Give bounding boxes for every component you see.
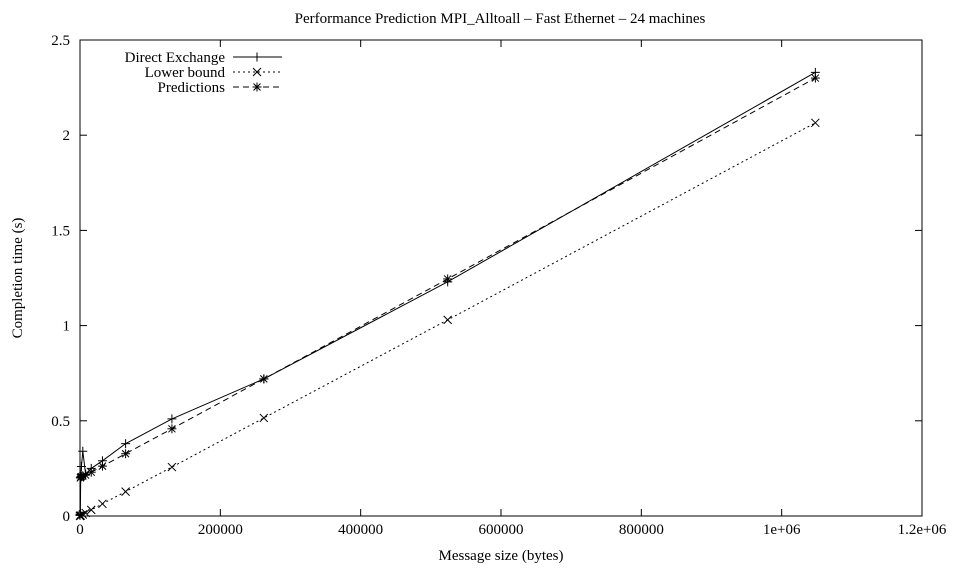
data-point-direct-exchange [121, 439, 131, 449]
data-point-predictions [97, 461, 107, 471]
legend-item-direct-exchange: Direct Exchange [125, 50, 282, 66]
y-axis: 0 0.5 1 1.5 2 2.5 [51, 33, 922, 525]
series-predictions [75, 73, 820, 520]
data-point-lower-bound [86, 505, 96, 515]
series-layer [75, 67, 820, 521]
data-point-predictions [810, 73, 820, 83]
chart-title: Performance Prediction MPI_Alltoall – Fa… [295, 11, 706, 27]
data-point-lower-bound [810, 118, 820, 128]
series-line-direct-exchange [79, 71, 816, 516]
legend-label: Lower bound [145, 65, 226, 81]
legend-marker [252, 67, 262, 77]
x-tick-label: 0 [76, 522, 84, 538]
data-point-predictions [259, 374, 269, 384]
data-point-lower-bound [98, 499, 107, 509]
data-point-predictions [86, 467, 96, 477]
series-lower-bound [75, 118, 820, 521]
series-direct-exchange [75, 67, 820, 520]
y-tick-label: 1.5 [51, 223, 70, 239]
data-point-predictions [121, 449, 131, 459]
legend-item-lower-bound: Lower bound [145, 65, 282, 81]
data-point-lower-bound [167, 462, 177, 472]
x-tick-label: 200000 [198, 522, 243, 538]
y-axis-title: Completion time (s) [10, 218, 26, 339]
x-tick-label: 800000 [619, 522, 664, 538]
legend-marker [252, 52, 262, 62]
plot-frame [79, 39, 923, 517]
legend-label: Predictions [158, 80, 226, 96]
legend-marker [252, 82, 262, 92]
y-tick-label: 1 [63, 319, 71, 335]
data-point-predictions [167, 424, 177, 434]
y-tick-label: 0 [63, 509, 71, 525]
x-axis: 0 200000 400000 600000 800000 1e+06 1.2e+06 [76, 40, 947, 538]
x-tick-label: 400000 [338, 522, 383, 538]
data-point-predictions [443, 274, 453, 284]
data-point-direct-exchange [78, 446, 88, 456]
y-tick-label: 2.5 [51, 33, 70, 49]
x-tick-label: 1.2e+06 [898, 522, 947, 538]
data-point-direct-exchange [76, 461, 86, 471]
y-tick-label: 2 [63, 128, 71, 144]
data-point-lower-bound [121, 487, 130, 496]
data-point-predictions [81, 470, 91, 480]
series-line-predictions [79, 77, 816, 516]
data-point-predictions [75, 510, 85, 520]
y-tick-label: 0.5 [51, 414, 70, 430]
legend-item-predictions: Predictions [158, 80, 282, 96]
data-point-lower-bound [443, 315, 453, 325]
data-point-direct-exchange [167, 414, 177, 424]
x-tick-label: 600000 [479, 522, 524, 538]
x-tick-label: 1e+06 [763, 522, 801, 538]
x-axis-title: Message size (bytes) [439, 548, 564, 564]
legend-label: Direct Exchange [125, 50, 226, 66]
data-point-lower-bound [259, 413, 269, 423]
